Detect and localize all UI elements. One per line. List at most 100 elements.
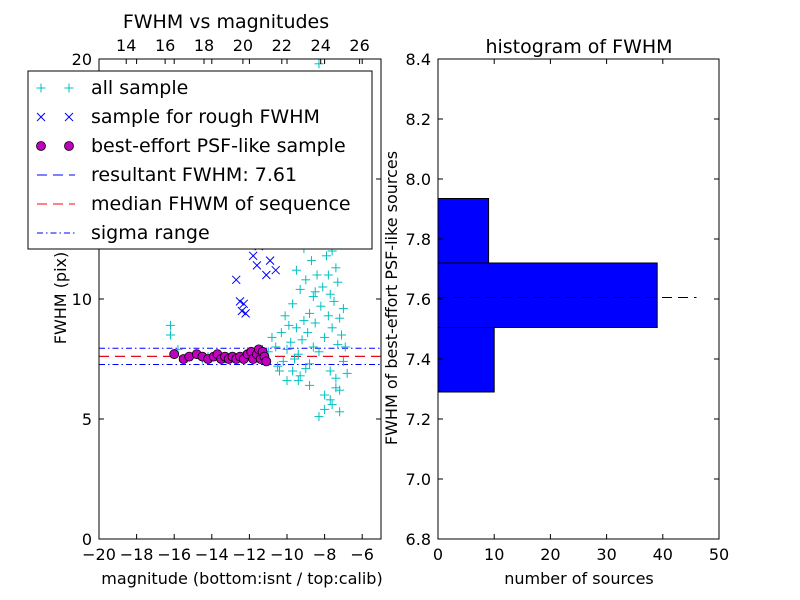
legend-marker [64,141,74,151]
data-point [290,354,300,364]
data-point [325,366,335,376]
histogram-y-axis: 6.8 7.0 7.2 7.4 7.6 7.8 8.0 8.2 8.4 [406,50,719,549]
x-tick-label: 50 [709,545,729,564]
top-x-tick-label: 24 [311,36,331,55]
y-tick-label: 7.6 [406,290,431,309]
top-x-tick-label: 20 [233,36,253,55]
histogram-bar [437,262,658,328]
histogram-panel: histogram of FWHM 0 10 20 30 40 50 6.8 7.0 7.2 7… [382,36,729,588]
scatter-y-label: FWHM (pix) [51,252,70,345]
x-b [239,299,249,309]
y-tick-label: 7.2 [406,410,431,429]
scatter-top-x-axis: 14 16 18 20 22 24 26 [116,36,370,64]
scatter-legend: all sample sample for rough FWHM best-effo… [27,70,373,250]
data-point [239,299,249,309]
y-tick-label: 8.2 [406,110,431,129]
y-tick-label: 20 [72,50,92,69]
x-tick-label: 0 [433,545,443,564]
data-point [321,251,331,261]
data-point [280,311,290,321]
data-point [293,349,303,359]
top-x-tick-label: 26 [349,36,369,55]
y-tick-label: 5 [82,410,92,429]
legend-frame [27,70,373,250]
data-point [335,407,345,417]
data-point [312,270,322,280]
legend-label: sigma range [91,222,210,244]
scatter-reference-lines [99,347,381,366]
y-tick-label: 7.8 [406,230,431,249]
data-point [333,277,343,287]
scatter-x-axis: −20 −18 −16 −14 −12 −10 −8 −6 [82,59,374,564]
data-point [241,309,250,318]
data-point [261,356,272,367]
x-tick-label: 40 [653,545,673,564]
data-point [338,304,348,314]
legend-label: best-effort PSF-like sample [91,135,346,157]
legend-entry: resultant FWHM: 7.61 [37,164,297,186]
data-point [316,301,326,311]
data-point [291,323,301,333]
x-b [265,256,275,265]
data-point [252,261,262,270]
data-point [271,265,281,275]
data-point [293,376,303,386]
histogram-bar [437,198,490,264]
x-b [252,261,262,270]
top-x-tick-label: 14 [116,36,136,55]
psf-like-series [169,344,272,367]
data-point [237,306,247,316]
data-point [331,383,341,393]
data-point [335,313,345,323]
data-point [291,265,301,275]
data-point [282,344,292,354]
y-tick-label: 8.0 [406,170,431,189]
data-point [271,342,281,352]
data-point [301,364,311,374]
y-tick-label: 6.8 [406,530,431,549]
data-point [165,320,175,330]
data-point [295,371,305,381]
legend-marker [36,141,46,151]
y-tick-label: 10 [72,290,92,309]
data-point [286,337,296,347]
data-point [305,308,315,318]
legend-entry: sample for rough FWHM [36,106,320,128]
legend-entry: all sample [36,77,188,99]
y-tick-label: 7.4 [406,350,431,369]
data-point [331,373,341,383]
data-point [335,385,345,395]
x-b [36,112,46,122]
data-point [248,251,258,261]
data-point [323,311,333,321]
data-point [331,263,341,273]
data-point [303,328,313,338]
x-b [248,251,258,261]
data-point [278,356,288,366]
x-tick-label: 30 [596,545,616,564]
data-point [327,323,337,333]
x-b [231,275,241,285]
scatter-x-label: magnitude (bottom:isnt / top:calib) [101,569,382,588]
legend-marker [64,112,74,122]
scatter-panel: FWHM vs magnitudes −20 −18 −16 −14 −12 −10 −8−… [27,11,383,588]
data-point [261,270,271,280]
legend-label: median FHWM of sequence [91,193,351,215]
data-point [325,289,335,299]
histogram-y-label: FWHM of best-effort PSF-like sources [382,151,401,445]
data-point [314,347,324,357]
data-point [276,328,286,338]
histogram-x-axis: 0 10 20 30 40 50 [433,59,729,564]
top-x-tick-label: 18 [194,36,214,55]
legend-marker [36,83,46,93]
y-tick-label: 0 [82,530,92,549]
x-tick-label: −12 [233,545,267,564]
data-point [165,330,175,340]
data-point [323,270,333,280]
data-point [314,412,324,422]
x-tick-label: −18 [120,545,154,564]
data-point [282,376,292,386]
legend-entry: sigma range [37,222,210,244]
legend-marker [36,112,46,122]
